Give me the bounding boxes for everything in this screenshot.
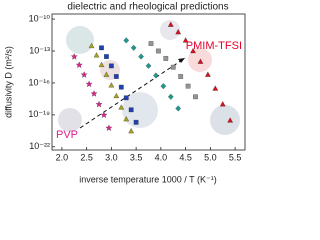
data-point bbox=[148, 41, 154, 46]
data-point bbox=[138, 53, 144, 60]
data-point bbox=[185, 83, 191, 89]
data-point bbox=[95, 100, 103, 108]
data-point bbox=[170, 64, 176, 70]
x-tick-label: 3.0 bbox=[105, 152, 118, 162]
background-bubbles bbox=[58, 20, 240, 135]
data-point bbox=[128, 107, 134, 113]
trend-arrow bbox=[79, 57, 186, 129]
data-point bbox=[108, 82, 115, 88]
data-point bbox=[118, 84, 124, 90]
data-point bbox=[90, 90, 98, 97]
data-point bbox=[160, 83, 167, 90]
x-tick-label: 2.0 bbox=[56, 152, 69, 162]
data-point bbox=[99, 45, 104, 51]
annotation: PVP bbox=[56, 129, 78, 141]
data-point bbox=[212, 85, 219, 91]
data-point bbox=[167, 21, 174, 27]
y-axis-label: diffusivity D (m²/s) bbox=[3, 46, 13, 118]
data-point bbox=[109, 63, 114, 69]
data-point bbox=[103, 71, 110, 77]
data-point bbox=[128, 127, 135, 134]
data-point bbox=[190, 47, 196, 54]
y-tick-label: 10⁻²² bbox=[29, 141, 50, 151]
data-point bbox=[182, 37, 189, 43]
data-point bbox=[156, 48, 161, 54]
data-point bbox=[118, 104, 125, 110]
x-tick-label: 2.5 bbox=[80, 152, 93, 162]
y-tick-label: 10⁻¹⁶ bbox=[29, 77, 51, 87]
y-tick-label: 10⁻¹³ bbox=[29, 45, 50, 55]
data-point bbox=[227, 117, 234, 123]
annotation: PMIM-TFSI bbox=[186, 40, 242, 52]
chart: dielectric and rheological predictions i… bbox=[3, 2, 246, 184]
data-point bbox=[104, 54, 109, 59]
data-point bbox=[197, 58, 204, 64]
x-tick-label: 3.5 bbox=[130, 152, 143, 162]
data-point bbox=[163, 56, 169, 61]
data-point bbox=[219, 101, 226, 107]
data-point bbox=[123, 37, 130, 44]
data-point bbox=[205, 71, 211, 77]
y-tick-label: 10⁻¹⁰ bbox=[29, 13, 51, 23]
data-point bbox=[133, 119, 139, 125]
chart-title: dielectric and rheological predictions bbox=[67, 2, 228, 13]
data-point bbox=[178, 74, 184, 79]
data-point bbox=[100, 111, 108, 119]
data-point bbox=[80, 71, 88, 78]
data-point bbox=[145, 62, 152, 69]
data-point bbox=[88, 42, 95, 49]
data-point bbox=[175, 105, 181, 112]
x-tick-label: 5.5 bbox=[229, 152, 242, 162]
data-point bbox=[113, 92, 120, 99]
data-point bbox=[123, 115, 130, 122]
data-point bbox=[193, 94, 198, 100]
data-point bbox=[113, 74, 119, 79]
data-point bbox=[130, 44, 137, 51]
x-tick-label: 5.0 bbox=[204, 152, 217, 162]
data-point bbox=[93, 52, 100, 58]
plot-frame bbox=[51, 13, 246, 151]
data-point bbox=[85, 80, 93, 88]
x-axis-label: inverse temperature 1000 / T (K⁻¹) bbox=[79, 174, 216, 184]
data-point bbox=[167, 93, 174, 100]
arrow-head bbox=[178, 58, 185, 63]
data-point bbox=[175, 28, 182, 35]
data-point bbox=[70, 53, 78, 60]
data-point bbox=[75, 61, 83, 69]
x-tick-label: 4.5 bbox=[179, 152, 192, 162]
data-point bbox=[123, 95, 129, 101]
x-tick-label: 4.0 bbox=[155, 152, 168, 162]
data-point bbox=[105, 124, 113, 132]
data-point bbox=[153, 72, 159, 79]
data-point bbox=[98, 61, 105, 68]
y-tick-label: 10⁻¹⁹ bbox=[28, 109, 50, 119]
